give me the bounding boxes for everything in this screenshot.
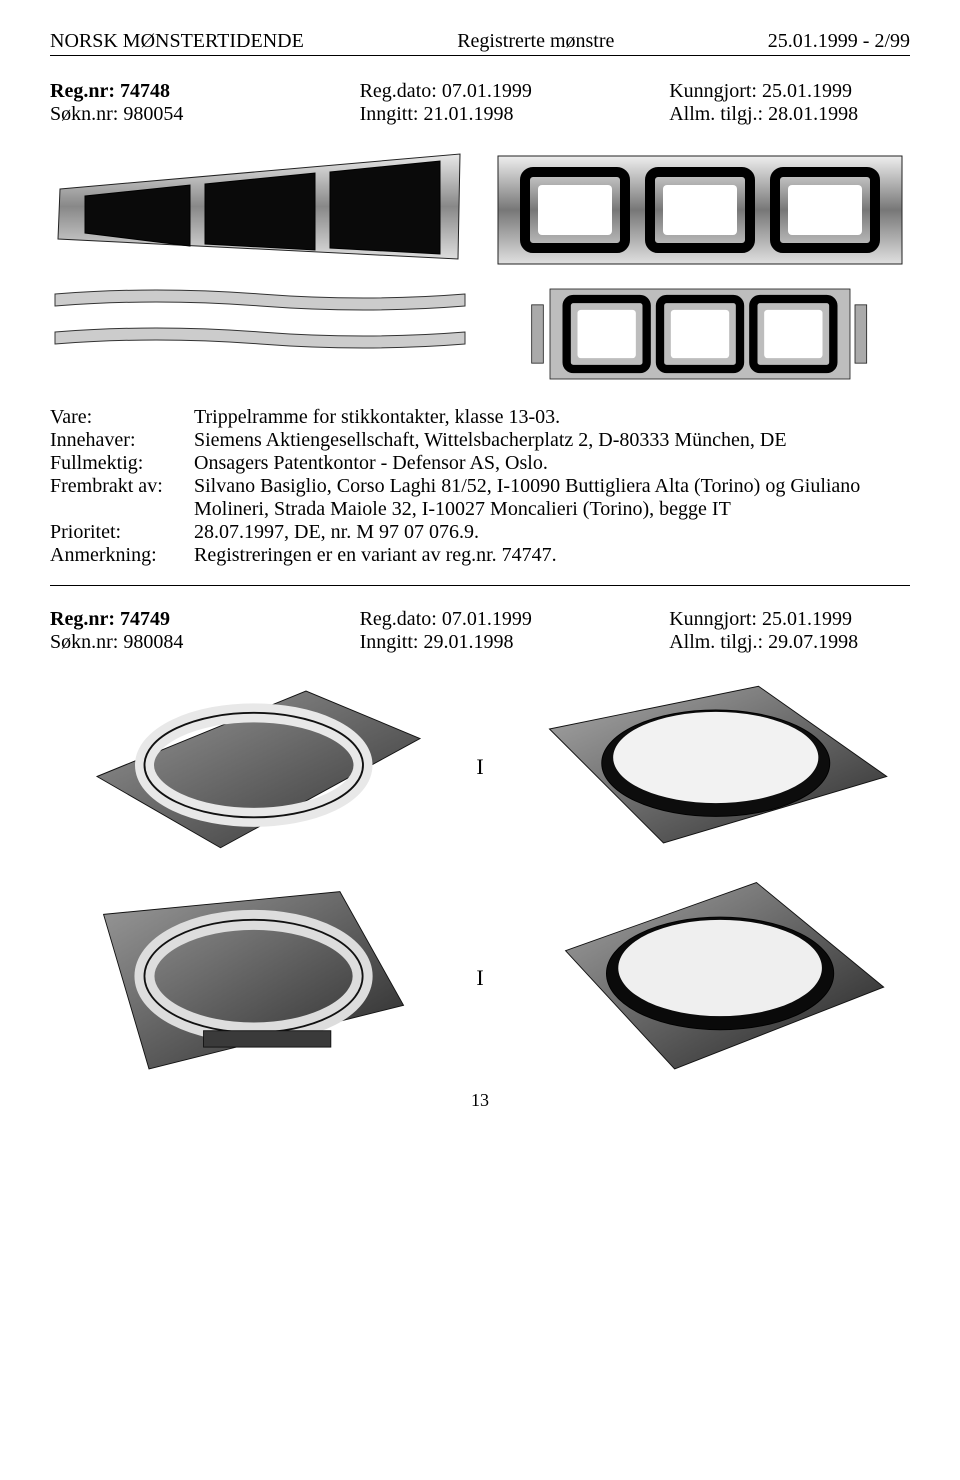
inngitt-value: 21.01.1998 bbox=[423, 103, 513, 125]
frembrakt-label: Frembrakt av: bbox=[50, 475, 190, 521]
header-left: NORSK MØNSTERTIDENDE bbox=[50, 30, 304, 53]
inngitt-value: 29.01.1998 bbox=[423, 631, 513, 653]
entry1-info: Vare:Trippelramme for stikkontakter, kla… bbox=[50, 406, 910, 567]
innehaver-label: Innehaver: bbox=[50, 429, 190, 452]
triple-frame-right-icon bbox=[490, 144, 910, 274]
bracket-part-view1-icon bbox=[50, 672, 448, 862]
entry1-images-row1 bbox=[50, 144, 910, 274]
innehaver-value: Siemens Aktiengesellschaft, Wittelsbache… bbox=[190, 429, 910, 452]
entry1-images-row2 bbox=[50, 284, 910, 384]
bracket-part-view4-icon bbox=[512, 878, 910, 1078]
fullmektig-value: Onsagers Patentkontor - Defensor AS, Osl… bbox=[190, 452, 910, 475]
kunngjort-label: Kunngjort: bbox=[669, 608, 762, 630]
kunngjort-label: Kunngjort: bbox=[669, 80, 762, 102]
header-center: Registrerte mønstre bbox=[457, 30, 614, 53]
prioritet-value: 28.07.1997, DE, nr. M 97 07 076.9. bbox=[190, 521, 910, 544]
soknnr-value: 980054 bbox=[123, 103, 183, 125]
soknnr-label: Søkn.nr: bbox=[50, 103, 123, 125]
page-number: 13 bbox=[50, 1090, 910, 1111]
frame-side-profiles-icon bbox=[50, 284, 470, 384]
prioritet-label: Prioritet: bbox=[50, 521, 190, 544]
regnr-label: Reg.nr: bbox=[50, 80, 120, 102]
bracket-part-view3-icon bbox=[50, 878, 448, 1078]
roman-numeral-2: I bbox=[468, 965, 492, 991]
regnr-label: Reg.nr: bbox=[50, 608, 120, 630]
inngitt-label: Inngitt: bbox=[360, 103, 424, 125]
section-rule bbox=[50, 585, 910, 586]
entry2-meta: Reg.nr: 74749 Reg.dato: 07.01.1999 Kunng… bbox=[50, 608, 910, 654]
frembrakt-value: Silvano Basiglio, Corso Laghi 81/52, I-1… bbox=[190, 475, 910, 521]
anmerkning-value: Registreringen er en variant av reg.nr. … bbox=[190, 544, 910, 567]
vare-value: Trippelramme for stikkontakter, klasse 1… bbox=[190, 406, 910, 429]
fullmektig-label: Fullmektig: bbox=[50, 452, 190, 475]
header-right: 25.01.1999 - 2/99 bbox=[768, 30, 910, 53]
entry1-meta: Reg.nr: 74748 Reg.dato: 07.01.1999 Kunng… bbox=[50, 80, 910, 126]
allm-label: Allm. tilgj.: bbox=[669, 103, 768, 125]
bracket-part-view2-icon bbox=[512, 672, 910, 862]
regnr-value: 74748 bbox=[120, 80, 170, 102]
header-rule bbox=[50, 55, 910, 56]
soknnr-label: Søkn.nr: bbox=[50, 631, 123, 653]
allm-label: Allm. tilgj.: bbox=[669, 631, 768, 653]
allm-value: 28.01.1998 bbox=[768, 103, 858, 125]
anmerkning-label: Anmerkning: bbox=[50, 544, 190, 567]
regdato-value: 07.01.1999 bbox=[442, 608, 532, 630]
inngitt-label: Inngitt: bbox=[360, 631, 424, 653]
allm-value: 29.07.1998 bbox=[768, 631, 858, 653]
regnr-value: 74749 bbox=[120, 608, 170, 630]
triple-frame-left-icon bbox=[50, 144, 470, 274]
kunngjort-value: 25.01.1999 bbox=[762, 80, 852, 102]
regdato-value: 07.01.1999 bbox=[442, 80, 532, 102]
entry2-images-row2: I bbox=[50, 878, 910, 1078]
vare-label: Vare: bbox=[50, 406, 190, 429]
page-header: NORSK MØNSTERTIDENDE Registrerte mønstre… bbox=[50, 30, 910, 53]
roman-numeral-1: I bbox=[468, 754, 492, 780]
entry2-images-row1: I bbox=[50, 672, 910, 862]
regdato-label: Reg.dato: bbox=[360, 80, 442, 102]
soknnr-value: 980084 bbox=[123, 631, 183, 653]
kunngjort-value: 25.01.1999 bbox=[762, 608, 852, 630]
triple-frame-top-icon bbox=[490, 284, 910, 384]
regdato-label: Reg.dato: bbox=[360, 608, 442, 630]
